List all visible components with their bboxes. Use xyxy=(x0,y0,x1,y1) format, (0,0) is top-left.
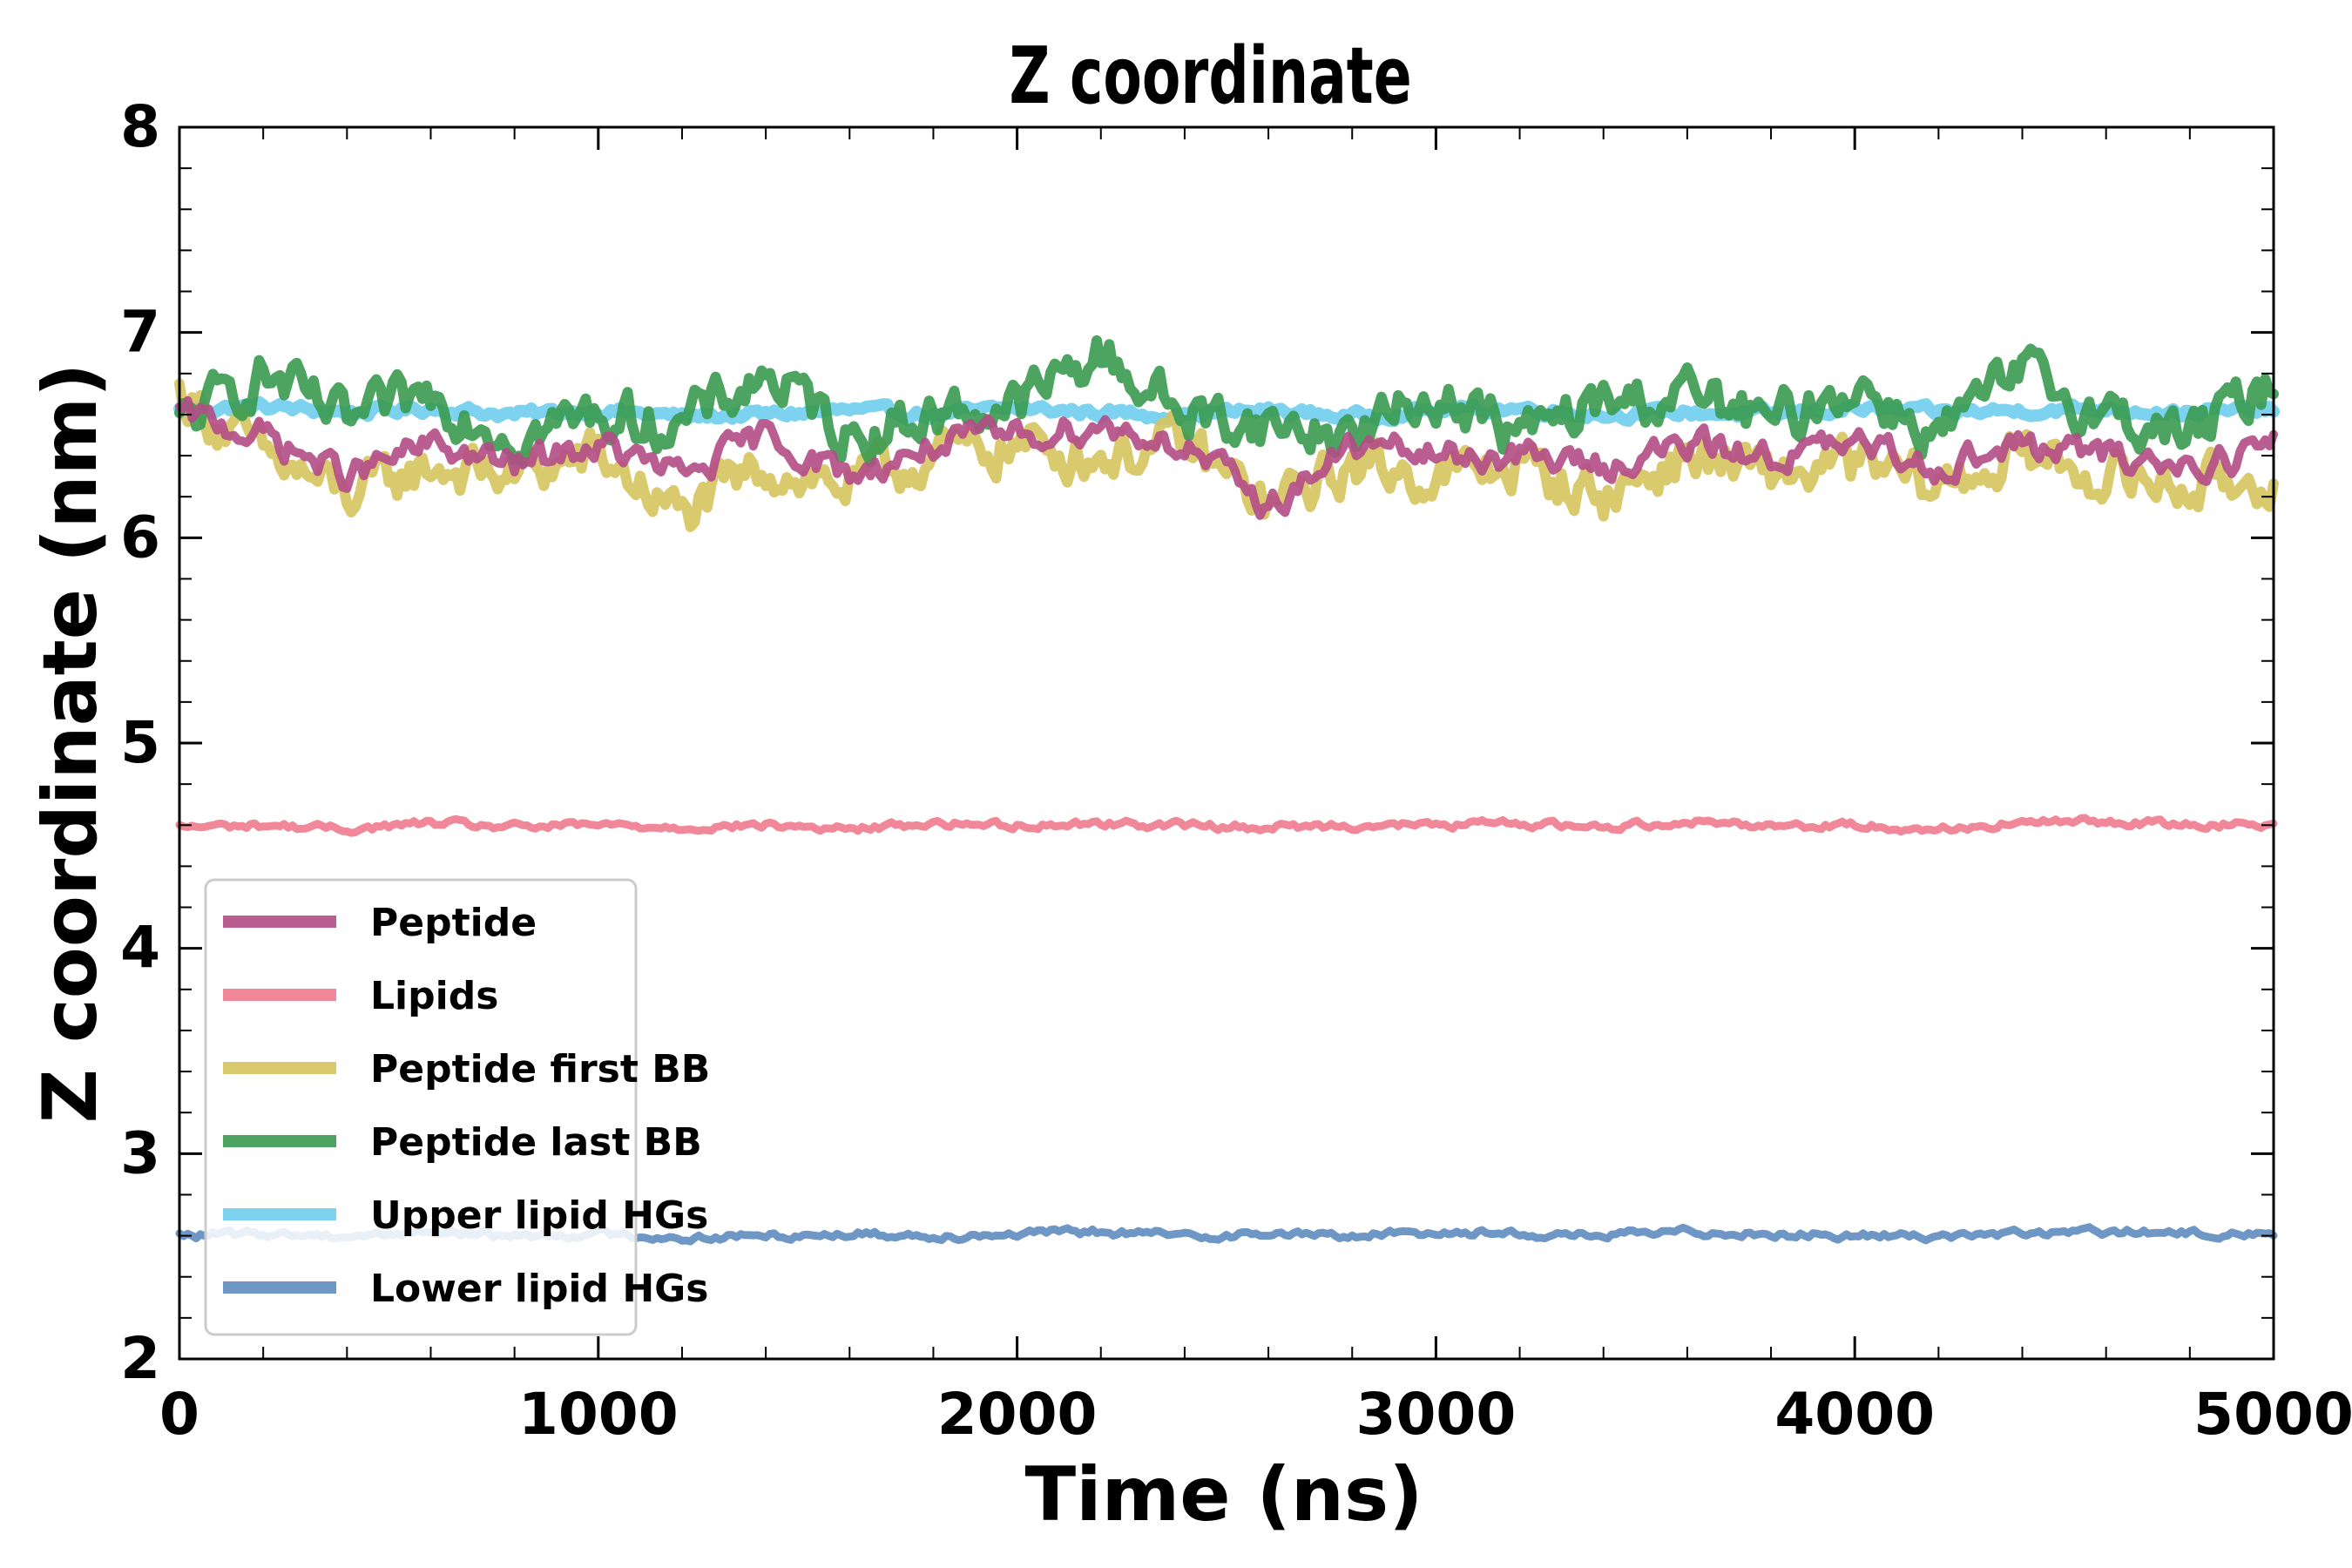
y-axis-label: Z coordinate (nm) xyxy=(27,363,114,1124)
legend-label-lipids: Lipids xyxy=(370,974,498,1018)
x-tick-label: 1000 xyxy=(518,1381,679,1448)
legend-label-peptide-last-bb: Peptide last BB xyxy=(370,1120,702,1165)
y-tick-label: 3 xyxy=(120,1119,160,1186)
legend: Peptide Lipids Peptide first BB Peptide las… xyxy=(204,878,710,1336)
x-tick-label: 4000 xyxy=(1774,1381,1935,1448)
legend-items: Peptide Lipids Peptide first BB Peptide las… xyxy=(223,901,710,1311)
x-tick-label: 2000 xyxy=(937,1381,1098,1448)
y-tick-label: 6 xyxy=(120,504,160,571)
y-tick-label: 7 xyxy=(120,299,160,366)
x-tick-label: 3000 xyxy=(1356,1381,1517,1448)
ticks-layer: 0 1000 2000 3000 4000 5000 2 3 4 5 6 7 8 xyxy=(120,93,2352,1448)
series-line-peptide xyxy=(175,395,2278,520)
y-tick-label: 2 xyxy=(120,1325,160,1392)
x-axis-label: Time (ns) xyxy=(1024,1451,1423,1538)
x-tick-label: 0 xyxy=(159,1381,199,1448)
legend-label-peptide-first-bb: Peptide first BB xyxy=(370,1047,710,1092)
legend-label-peptide: Peptide xyxy=(370,901,537,945)
legend-label-lower-lipid-hgs: Lower lipid HGs xyxy=(370,1267,708,1311)
y-tick-label: 4 xyxy=(120,915,160,982)
series-line-upper-lipid-hgs xyxy=(173,395,2280,428)
y-tick-label: 5 xyxy=(120,709,160,776)
y-tick-label: 8 xyxy=(120,93,160,160)
series-line-lipids xyxy=(175,814,2278,837)
chart-title: Z coordinate xyxy=(1009,30,1411,121)
x-tick-label: 5000 xyxy=(2193,1381,2352,1448)
legend-label-upper-lipid-hgs: Upper lipid HGs xyxy=(370,1193,708,1238)
series-line-peptide-last-bb xyxy=(174,335,2279,469)
series-layer xyxy=(173,335,2280,1246)
